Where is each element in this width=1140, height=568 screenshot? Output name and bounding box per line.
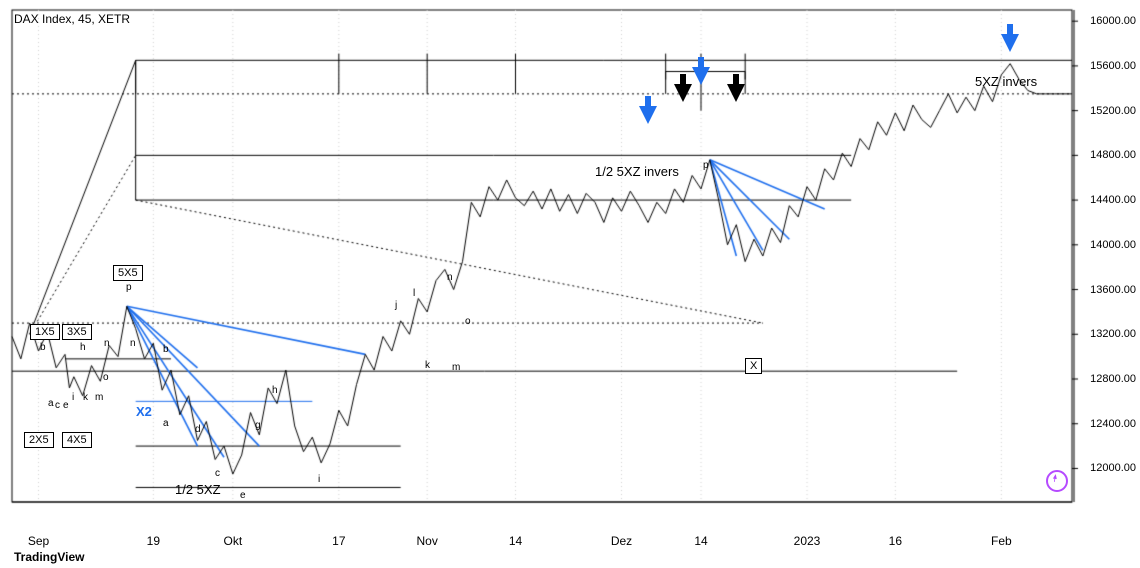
black-down-arrow-icon xyxy=(674,84,692,102)
x-axis-tick: 16 xyxy=(889,534,902,548)
wave-letter: m xyxy=(452,362,460,373)
wave-letter: b xyxy=(40,342,46,353)
arrow-stem xyxy=(698,57,704,67)
y-axis-tick: 12000.00 xyxy=(1090,462,1136,474)
wave-letter: o xyxy=(103,372,109,383)
x-axis-tick: Nov xyxy=(416,534,437,548)
arrow-stem xyxy=(645,96,651,106)
y-axis-tick: 13200.00 xyxy=(1090,328,1136,340)
y-axis-tick: 15600.00 xyxy=(1090,60,1136,72)
boxed-label: X xyxy=(745,358,762,374)
wave-letter: e xyxy=(63,400,69,411)
y-axis-tick: 16000.00 xyxy=(1090,15,1136,27)
x-axis-tick: 17 xyxy=(332,534,345,548)
y-axis-tick: 14000.00 xyxy=(1090,239,1136,251)
x-axis-tick: 19 xyxy=(147,534,160,548)
wave-letter: j xyxy=(395,300,397,311)
wave-letter: k xyxy=(83,392,88,403)
wave-letter: n xyxy=(130,338,136,349)
flash-badge-icon xyxy=(1046,470,1068,492)
x-axis-tick: 14 xyxy=(509,534,522,548)
price-chart-canvas xyxy=(0,0,1140,568)
wave-letter: l xyxy=(413,288,415,299)
boxed-label: 5X5 xyxy=(113,265,143,281)
wave-letter: i xyxy=(72,392,74,403)
arrow-stem xyxy=(1007,24,1013,34)
boxed-label: 3X5 xyxy=(62,324,92,340)
y-axis-tick: 12800.00 xyxy=(1090,373,1136,385)
boxed-label: 1X5 xyxy=(30,324,60,340)
wave-letter: p xyxy=(126,282,132,293)
chart-title: DAX Index, 45, XETR xyxy=(14,12,130,26)
tradingview-brand: TradingView xyxy=(14,550,84,564)
wave-letter: k xyxy=(425,360,430,371)
annotation-text: 1/2 5XZ invers xyxy=(595,164,679,179)
x-axis-tick: Feb xyxy=(991,534,1012,548)
y-axis-tick: 14400.00 xyxy=(1090,194,1136,206)
x-axis-tick: Dez xyxy=(611,534,632,548)
blue-down-arrow-icon xyxy=(639,106,657,124)
y-axis-tick: 13600.00 xyxy=(1090,284,1136,296)
x-axis-tick: Okt xyxy=(223,534,242,548)
wave-letter: b xyxy=(163,344,169,355)
wave-letter: n xyxy=(104,338,110,349)
black-down-arrow-icon xyxy=(727,84,745,102)
y-axis-tick: 15200.00 xyxy=(1090,105,1136,117)
x-axis-tick: Sep xyxy=(28,534,49,548)
wave-letter: m xyxy=(95,392,103,403)
wave-letter: c xyxy=(55,400,60,411)
x-axis-tick: 2023 xyxy=(794,534,821,548)
blue-down-arrow-icon xyxy=(692,67,710,85)
annotation-text: 5XZ invers xyxy=(975,74,1037,89)
wave-letter: n xyxy=(447,272,453,283)
boxed-label: 2X5 xyxy=(24,432,54,448)
arrow-stem xyxy=(733,74,739,84)
wave-letter: p xyxy=(703,160,709,171)
wave-letter: i xyxy=(318,474,320,485)
blue-down-arrow-icon xyxy=(1001,34,1019,52)
wave-letter: h xyxy=(80,342,86,353)
y-axis-tick: 14800.00 xyxy=(1090,149,1136,161)
x-axis-tick: 14 xyxy=(694,534,707,548)
wave-letter: h xyxy=(272,385,278,396)
wave-letter: a xyxy=(48,398,54,409)
wave-letter: d xyxy=(195,424,201,435)
wave-letter: c xyxy=(215,468,220,479)
wave-letter: o xyxy=(465,316,471,327)
wave-letter: a xyxy=(163,418,169,429)
boxed-label: 4X5 xyxy=(62,432,92,448)
annotation-text: 1/2 5XZ xyxy=(175,482,221,497)
arrow-stem xyxy=(680,74,686,84)
wave-letter: e xyxy=(240,490,246,501)
annotation-text: X2 xyxy=(136,404,152,419)
wave-letter: g xyxy=(255,420,261,431)
y-axis-tick: 12400.00 xyxy=(1090,418,1136,430)
